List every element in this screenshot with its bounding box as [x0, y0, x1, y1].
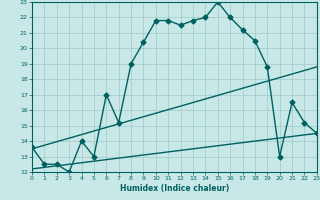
X-axis label: Humidex (Indice chaleur): Humidex (Indice chaleur)	[120, 184, 229, 193]
